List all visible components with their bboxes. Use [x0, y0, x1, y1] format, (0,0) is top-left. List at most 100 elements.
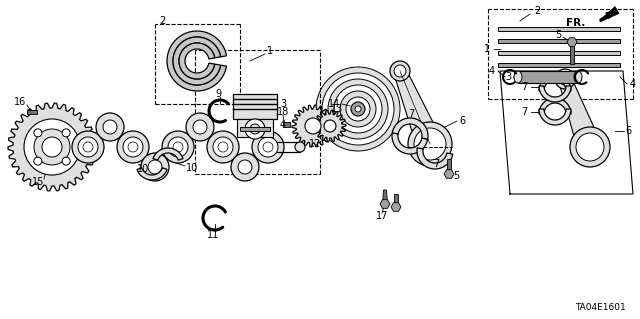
Circle shape — [96, 113, 124, 141]
Circle shape — [62, 129, 70, 137]
Circle shape — [328, 79, 388, 139]
Polygon shape — [498, 27, 620, 31]
Circle shape — [258, 137, 278, 157]
Polygon shape — [383, 190, 387, 204]
Polygon shape — [539, 109, 571, 125]
Polygon shape — [314, 110, 346, 142]
Text: 1: 1 — [484, 44, 490, 54]
Text: 3: 3 — [505, 72, 511, 82]
Polygon shape — [173, 37, 221, 85]
Text: 15: 15 — [32, 177, 44, 187]
Circle shape — [570, 127, 610, 167]
Text: TA04E1601: TA04E1601 — [575, 302, 625, 311]
Text: 1: 1 — [267, 46, 273, 56]
Text: 7: 7 — [433, 159, 439, 169]
Circle shape — [62, 157, 70, 165]
Text: 10: 10 — [186, 163, 198, 173]
Circle shape — [250, 124, 260, 134]
Circle shape — [193, 120, 207, 134]
Polygon shape — [153, 148, 183, 160]
Circle shape — [295, 142, 305, 152]
Circle shape — [238, 160, 252, 174]
Text: 4: 4 — [630, 79, 636, 89]
Circle shape — [322, 73, 394, 145]
Circle shape — [72, 131, 104, 163]
Text: 18: 18 — [277, 107, 289, 117]
Circle shape — [117, 131, 149, 163]
Text: 3: 3 — [280, 99, 286, 109]
Text: 4: 4 — [280, 120, 286, 130]
Circle shape — [34, 157, 42, 165]
Circle shape — [148, 160, 162, 174]
Polygon shape — [179, 43, 215, 79]
Polygon shape — [558, 79, 603, 147]
Text: FR.: FR. — [566, 18, 585, 28]
Circle shape — [324, 120, 336, 132]
Circle shape — [103, 120, 117, 134]
Text: 4: 4 — [489, 66, 495, 76]
Polygon shape — [498, 39, 620, 43]
Text: 5: 5 — [555, 30, 561, 40]
Circle shape — [34, 129, 42, 137]
Polygon shape — [518, 71, 578, 83]
Polygon shape — [27, 110, 37, 114]
Text: 14: 14 — [328, 99, 340, 109]
Text: 2: 2 — [159, 16, 165, 26]
Text: 9: 9 — [215, 89, 221, 99]
Text: 16: 16 — [14, 97, 26, 107]
Text: 12: 12 — [309, 139, 321, 149]
Polygon shape — [392, 133, 428, 154]
Text: 6: 6 — [625, 126, 631, 136]
Circle shape — [414, 128, 446, 160]
Circle shape — [555, 69, 575, 89]
Circle shape — [351, 102, 365, 116]
Circle shape — [305, 118, 321, 134]
Circle shape — [394, 65, 406, 77]
Polygon shape — [539, 86, 571, 102]
Polygon shape — [539, 75, 571, 91]
Polygon shape — [394, 194, 398, 206]
Text: 10: 10 — [137, 164, 149, 174]
Polygon shape — [167, 31, 227, 91]
Circle shape — [408, 122, 452, 166]
Circle shape — [218, 142, 228, 152]
Text: 13: 13 — [331, 104, 343, 114]
Polygon shape — [137, 168, 167, 180]
Polygon shape — [600, 6, 619, 22]
Circle shape — [128, 142, 138, 152]
Circle shape — [173, 142, 183, 152]
Polygon shape — [567, 38, 577, 46]
Circle shape — [340, 91, 376, 127]
Polygon shape — [233, 94, 277, 119]
Polygon shape — [498, 51, 620, 55]
Text: 6: 6 — [459, 116, 465, 126]
Polygon shape — [392, 118, 428, 139]
Circle shape — [168, 137, 188, 157]
Circle shape — [346, 97, 370, 121]
Circle shape — [186, 113, 214, 141]
Circle shape — [334, 85, 382, 133]
Circle shape — [390, 61, 410, 81]
Text: 7: 7 — [521, 82, 527, 92]
Circle shape — [355, 106, 361, 112]
Text: 7: 7 — [408, 109, 414, 119]
Polygon shape — [393, 71, 444, 144]
Text: 5: 5 — [453, 171, 459, 181]
Ellipse shape — [574, 71, 582, 83]
Polygon shape — [417, 148, 452, 169]
Circle shape — [245, 119, 265, 139]
Polygon shape — [570, 44, 574, 64]
Polygon shape — [380, 200, 390, 208]
Polygon shape — [444, 170, 454, 178]
Circle shape — [78, 137, 98, 157]
Text: 2: 2 — [534, 6, 540, 16]
Circle shape — [559, 73, 571, 85]
Circle shape — [162, 131, 194, 163]
Polygon shape — [292, 105, 334, 147]
Polygon shape — [240, 127, 270, 131]
Polygon shape — [539, 98, 571, 114]
Circle shape — [252, 131, 284, 163]
Text: 11: 11 — [207, 230, 219, 240]
Circle shape — [24, 119, 80, 175]
Polygon shape — [283, 122, 290, 127]
